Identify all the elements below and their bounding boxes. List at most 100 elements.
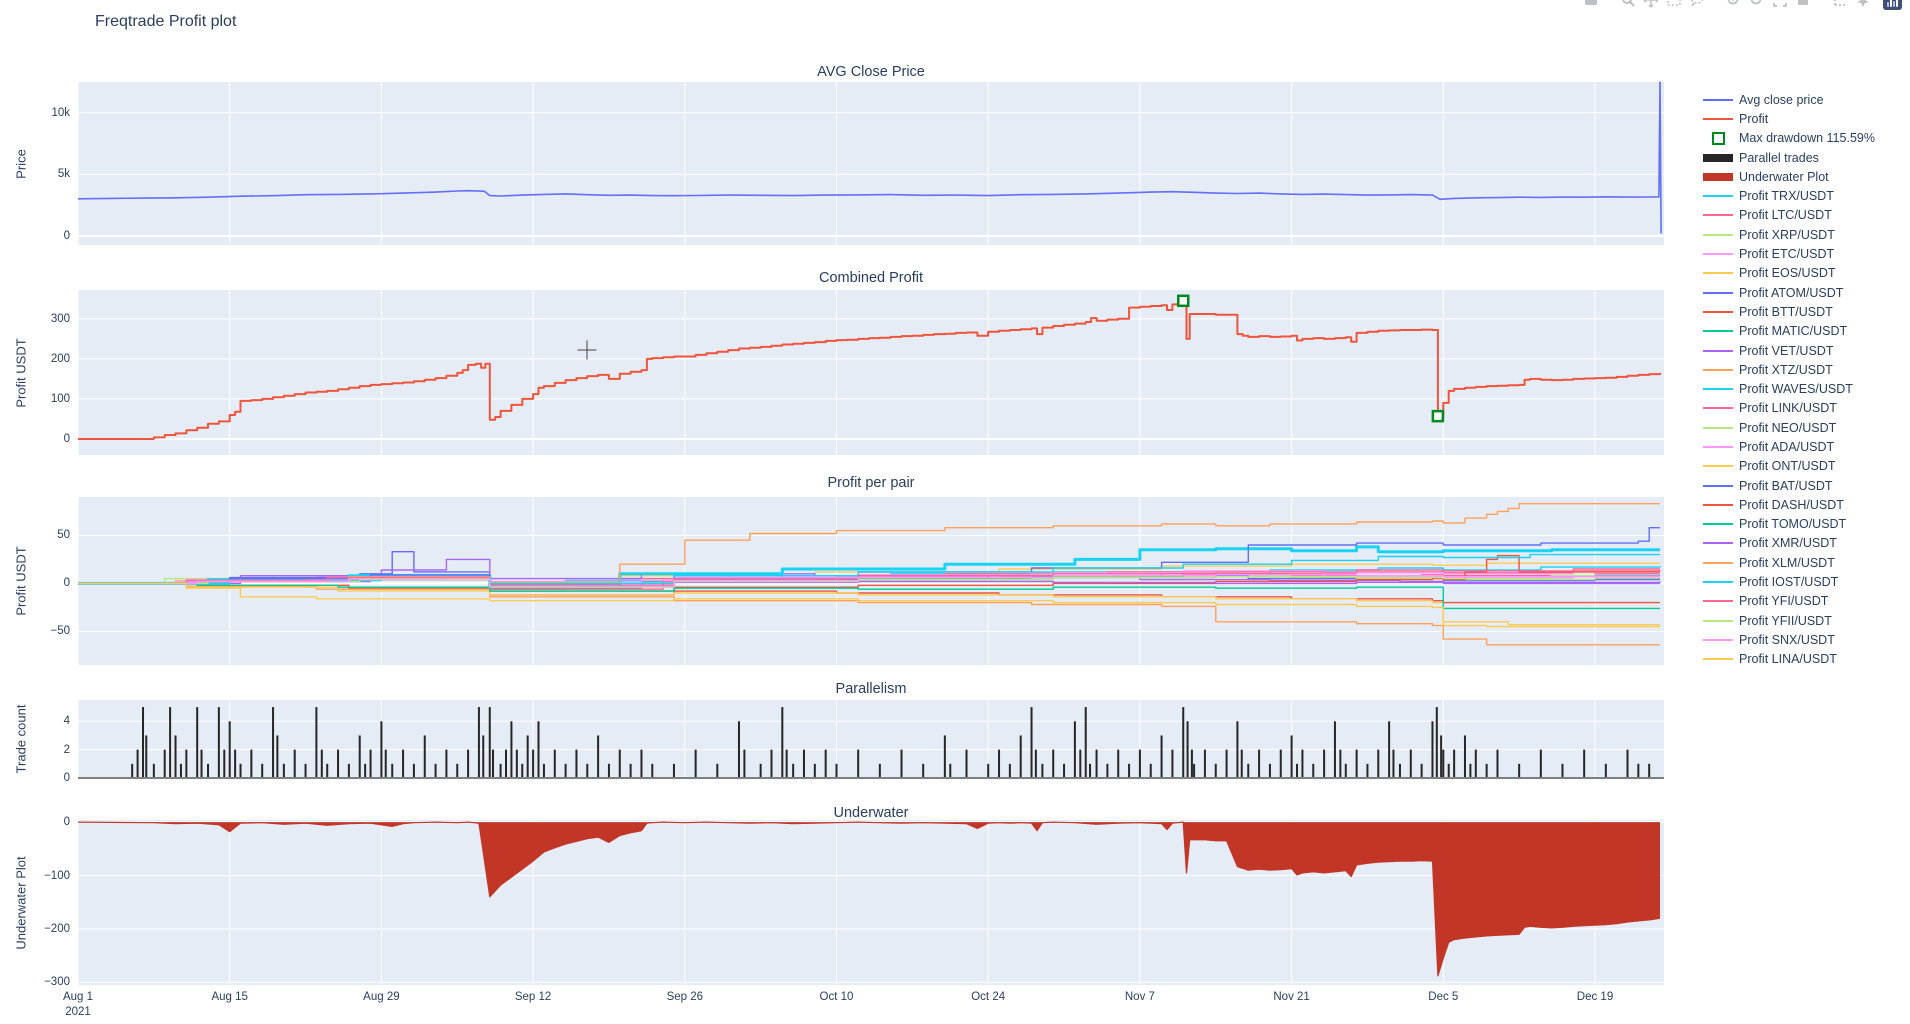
- legend-item-parallel-trades[interactable]: Parallel trades: [1703, 148, 1875, 167]
- parallel-trades-bar: [1561, 763, 1564, 778]
- zoom-in-icon[interactable]: [1724, 0, 1744, 9]
- parallel-trades-bar: [1474, 749, 1477, 778]
- x-tick-label: Dec 19: [1576, 991, 1614, 1003]
- parallel-trades-bar: [1052, 749, 1055, 778]
- legend-item-profit-atom-usdt[interactable]: Profit ATOM/USDT: [1703, 283, 1875, 302]
- legend-item-label: Profit XTZ/USDT: [1739, 362, 1833, 377]
- y-tick-label: 50: [57, 529, 70, 542]
- parallel-trades-bar: [792, 763, 795, 778]
- reset-axes-icon[interactable]: [1793, 0, 1813, 9]
- legend-item-profit-link-usdt[interactable]: Profit LINK/USDT: [1703, 399, 1875, 418]
- parallel-trades-bar: [1440, 735, 1443, 778]
- parallel-trades-bar: [1079, 749, 1082, 778]
- parallel-trades-bar: [1117, 749, 1120, 778]
- legend-item-profit-yfii-usdt[interactable]: Profit YFII/USDT: [1703, 611, 1875, 630]
- parallel-trades-bar: [672, 763, 675, 778]
- plot-area-0[interactable]: [78, 82, 1664, 245]
- legend-item-profit-yfi-usdt[interactable]: Profit YFI/USDT: [1703, 592, 1875, 611]
- parallel-trades-bar: [276, 735, 279, 778]
- y-axis-title: Profit USDT: [13, 546, 29, 616]
- parallel-trades-bar: [537, 721, 540, 778]
- page-title: Freqtrade Profit plot: [95, 13, 237, 30]
- parallel-trades-bar: [1637, 763, 1640, 778]
- series-profit-yfi-usdt: [78, 568, 1660, 586]
- series-profit-snx-usdt: [78, 574, 1660, 587]
- parallel-trades-bar: [250, 749, 253, 778]
- legend-swatch-icon: [1703, 117, 1733, 120]
- legend-item-profit-xlm-usdt[interactable]: Profit XLM/USDT: [1703, 553, 1875, 572]
- hover-mode-icon[interactable]: [1853, 0, 1873, 9]
- y-tick-label: 100: [50, 392, 70, 405]
- legend-swatch-icon: [1703, 272, 1733, 275]
- parallel-trades-bar: [261, 763, 264, 778]
- legend-item-profit-btt-usdt[interactable]: Profit BTT/USDT: [1703, 302, 1875, 321]
- legend-item-profit-ltc-usdt[interactable]: Profit LTC/USDT: [1703, 206, 1875, 225]
- parallel-trades-bar: [467, 749, 470, 778]
- series-underwater-plot: [77, 821, 1661, 977]
- plotly-logo[interactable]: [1883, 0, 1902, 10]
- parallel-trades-bar: [1193, 763, 1196, 778]
- legend-item-profit-dash-usdt[interactable]: Profit DASH/USDT: [1703, 495, 1875, 514]
- legend-item-profit-xrp-usdt[interactable]: Profit XRP/USDT: [1703, 225, 1875, 244]
- parallel-trades-bar: [759, 763, 762, 778]
- toggle-spikelines-icon[interactable]: [1830, 0, 1850, 9]
- parallel-trades-bar: [1339, 749, 1342, 778]
- parallel-trades-bar: [515, 749, 518, 778]
- parallel-trades-bar: [1377, 749, 1380, 778]
- legend-item-profit-vet-usdt[interactable]: Profit VET/USDT: [1703, 341, 1875, 360]
- underwater-area: [78, 822, 1660, 976]
- y-tick-label: 0: [63, 816, 70, 829]
- legend-swatch-icon: [1703, 426, 1733, 429]
- legend-item-profit-trx-usdt[interactable]: Profit TRX/USDT: [1703, 186, 1875, 205]
- parallel-trades-bar: [200, 749, 203, 778]
- x-tick-label: Nov 7: [1124, 991, 1155, 1003]
- max-drawdown-marker: [1176, 294, 1190, 308]
- legend-item-underwater-plot[interactable]: Underwater Plot: [1703, 167, 1875, 186]
- legend-item-profit-snx-usdt[interactable]: Profit SNX/USDT: [1703, 630, 1875, 649]
- y-axis-title: Trade count: [13, 704, 29, 774]
- legend-item-label: Max drawdown 115.59%: [1739, 131, 1875, 146]
- y-tick-label: 0: [63, 230, 70, 242]
- legend-item-profit-lina-usdt[interactable]: Profit LINA/USDT: [1703, 650, 1875, 669]
- legend-swatch-icon: [1703, 619, 1733, 622]
- legend-item-avg-close-price[interactable]: Avg close price: [1703, 90, 1875, 109]
- parallel-trades-bar: [1420, 763, 1423, 778]
- legend-item-profit-tomo-usdt[interactable]: Profit TOMO/USDT: [1703, 515, 1875, 534]
- pan-icon[interactable]: [1641, 0, 1661, 9]
- plot-area-1[interactable]: [78, 290, 1664, 455]
- legend-item-profit-waves-usdt[interactable]: Profit WAVES/USDT: [1703, 379, 1875, 398]
- parallel-trades-bar: [358, 735, 361, 778]
- legend-item-profit-neo-usdt[interactable]: Profit NEO/USDT: [1703, 418, 1875, 437]
- parallel-trades-bar: [505, 749, 508, 778]
- download-plot-icon[interactable]: [1581, 0, 1601, 9]
- parallel-trades-bar: [488, 707, 491, 778]
- legend-item-profit-xmr-usdt[interactable]: Profit XMR/USDT: [1703, 534, 1875, 553]
- legend-item-profit-iost-usdt[interactable]: Profit IOST/USDT: [1703, 572, 1875, 591]
- y-tick-label: −200: [44, 922, 70, 935]
- zoom-icon[interactable]: [1618, 0, 1638, 9]
- lasso-select-icon[interactable]: [1687, 0, 1707, 9]
- legend-swatch-icon: [1703, 638, 1733, 641]
- legend-swatch-icon: [1703, 330, 1733, 333]
- legend-item-profit-bat-usdt[interactable]: Profit BAT/USDT: [1703, 476, 1875, 495]
- legend-swatch-icon: [1703, 368, 1733, 371]
- legend-item-profit-etc-usdt[interactable]: Profit ETC/USDT: [1703, 244, 1875, 263]
- legend-item-profit-eos-usdt[interactable]: Profit EOS/USDT: [1703, 264, 1875, 283]
- parallel-trades-bar: [1626, 749, 1629, 778]
- parallel-trades-bar: [857, 749, 860, 778]
- parallel-trades-bar: [1453, 749, 1456, 778]
- box-select-icon[interactable]: [1664, 0, 1684, 9]
- legend-item-profit-xtz-usdt[interactable]: Profit XTZ/USDT: [1703, 360, 1875, 379]
- parallel-trades-bar: [380, 721, 383, 778]
- zoom-out-icon[interactable]: [1747, 0, 1767, 9]
- legend-item-max-drawdown-115.59%[interactable]: Max drawdown 115.59%: [1703, 129, 1875, 148]
- legend-item-profit-ont-usdt[interactable]: Profit ONT/USDT: [1703, 457, 1875, 476]
- y-axis-title: Underwater Plot: [13, 855, 29, 950]
- parallel-trades-bar: [1290, 735, 1293, 778]
- legend-item-label: Profit LINA/USDT: [1739, 652, 1837, 667]
- legend-item-profit[interactable]: Profit: [1703, 109, 1875, 128]
- legend-item-profit-matic-usdt[interactable]: Profit MATIC/USDT: [1703, 322, 1875, 341]
- legend-item-label: Profit LINK/USDT: [1739, 401, 1837, 416]
- legend-item-profit-ada-usdt[interactable]: Profit ADA/USDT: [1703, 437, 1875, 456]
